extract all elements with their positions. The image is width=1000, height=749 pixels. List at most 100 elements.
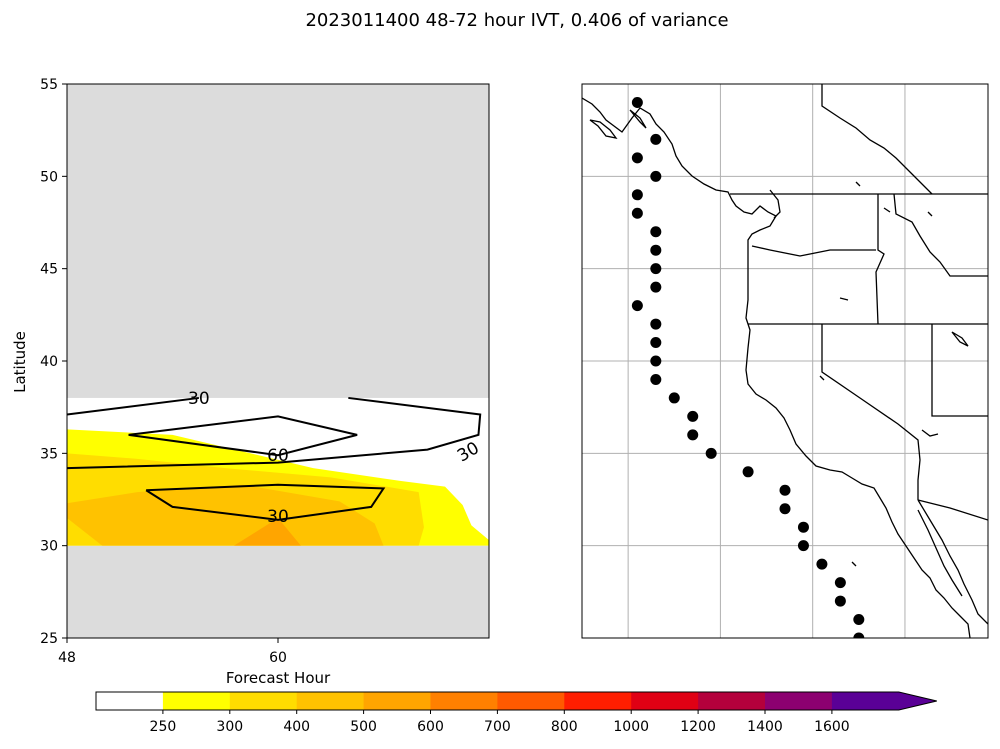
landfall-point (705, 447, 717, 459)
colorbar-tick-label: 400 (283, 719, 310, 735)
map-outlines (582, 84, 988, 638)
inland-coast (769, 189, 781, 219)
landfall-point (650, 263, 662, 275)
landfall-point (650, 133, 662, 145)
lake-2 (883, 207, 891, 213)
x-tick-label: 60 (269, 650, 287, 666)
colorbar-tick-label: 700 (484, 719, 511, 735)
colorbar-tick-label: 300 (216, 719, 243, 735)
island-north (629, 109, 647, 129)
landfall-point (834, 577, 846, 589)
landfall-point (853, 632, 865, 638)
landfall-point (797, 540, 809, 552)
ivt-contour-30-1 (67, 396, 482, 470)
left-axis-ticks: 25 30 35 40 45 50 55 48 60 (40, 77, 287, 666)
bc-alberta-border (821, 84, 933, 195)
lake-4 (839, 297, 849, 301)
landfall-point (853, 614, 865, 626)
wa-id-border (875, 194, 885, 325)
colorbar-extend-arrow (898, 692, 937, 710)
landfall-point (631, 189, 643, 201)
colorbar-segment (497, 692, 565, 710)
landfall-point (631, 207, 643, 219)
ivt-contour-30-0 (67, 396, 200, 416)
landfall-point (650, 318, 662, 330)
landfall-point (650, 355, 662, 367)
colorbar-tick-label: 1600 (814, 719, 850, 735)
landfall-point (834, 595, 846, 607)
ivt-contour-30-3 (145, 483, 386, 521)
island-baja (851, 561, 857, 567)
landfall-point (779, 503, 791, 515)
landfall-point (631, 152, 643, 164)
colorbar-segment (430, 692, 498, 710)
lake-6 (921, 429, 939, 437)
missing-data-background (67, 84, 489, 638)
island-channel (819, 375, 825, 381)
colorbar-tick-label: 800 (551, 719, 578, 735)
colorbar-outline (95, 691, 937, 711)
lake-1 (855, 181, 861, 187)
colorbar-tick-label: 1400 (747, 719, 783, 735)
landfall-point (650, 373, 662, 385)
landfall-point (742, 466, 754, 478)
landfall-point (687, 410, 699, 422)
ivt-filled-region-400 (67, 484, 384, 546)
map-area (582, 84, 988, 638)
ca-nv-border (821, 324, 921, 500)
nv-ut-border (931, 324, 988, 417)
landfall-points (631, 96, 865, 638)
landfall-point (650, 281, 662, 293)
gulf-of-california-coast (917, 499, 988, 625)
left-panel: 30 60 30 30 25 30 35 40 45 50 55 48 60 Forecast Hou… (11, 77, 490, 687)
x-axis-label: Forecast Hour (226, 669, 331, 687)
y-tick-label: 45 (40, 262, 58, 278)
colorbar-segment (162, 692, 231, 710)
y-axis-label: Latitude (11, 331, 29, 393)
y-tick-label: 30 (40, 539, 58, 555)
lake-5 (951, 331, 969, 347)
colorbar-segment (831, 692, 900, 710)
right-map-panel (581, 83, 989, 639)
y-tick-label: 35 (40, 446, 58, 462)
colorbar-segment (363, 692, 431, 710)
vancouver-island (589, 119, 618, 139)
colorbar-segment (229, 692, 298, 710)
wa-or-border (751, 245, 876, 257)
id-mt-border (893, 193, 988, 277)
x-tick-label: 48 (58, 650, 76, 666)
colorbar-tick-label: 600 (417, 719, 444, 735)
ivt-contour-60-2 (128, 415, 358, 457)
y-tick-label: 25 (40, 631, 58, 647)
y-tick-label: 50 (40, 169, 58, 185)
ivt-filled-region-500 (234, 517, 301, 546)
landfall-point (631, 96, 643, 108)
colorbar-segment (564, 692, 632, 710)
lake-3 (927, 211, 933, 217)
y-tick-label: 55 (40, 77, 58, 93)
map-frame (581, 83, 989, 639)
landfall-point (797, 521, 809, 533)
colorbar-segment (631, 692, 699, 710)
us-mexico-border (917, 499, 988, 521)
landfall-point (687, 429, 699, 441)
colorbar-segment (698, 692, 766, 710)
landfall-point (631, 300, 643, 312)
colorbar-tick-label: 250 (150, 719, 177, 735)
landfall-point (668, 392, 680, 404)
landfall-point (650, 337, 662, 349)
coastline (582, 97, 971, 638)
colorbar-tick-label: 500 (350, 719, 377, 735)
colorbar-segment (765, 692, 833, 710)
colorbar-tick-label: 1000 (613, 719, 649, 735)
colorbar-tick-label: 1200 (680, 719, 716, 735)
contour-label-0: 30 (188, 389, 210, 409)
baja-inner-coast (917, 509, 963, 597)
map-gridlines (582, 84, 988, 638)
landfall-point (650, 244, 662, 256)
y-tick-label: 40 (40, 354, 58, 370)
landfall-point (779, 484, 791, 496)
landfall-point (650, 226, 662, 238)
contour-label-3: 30 (267, 507, 289, 527)
